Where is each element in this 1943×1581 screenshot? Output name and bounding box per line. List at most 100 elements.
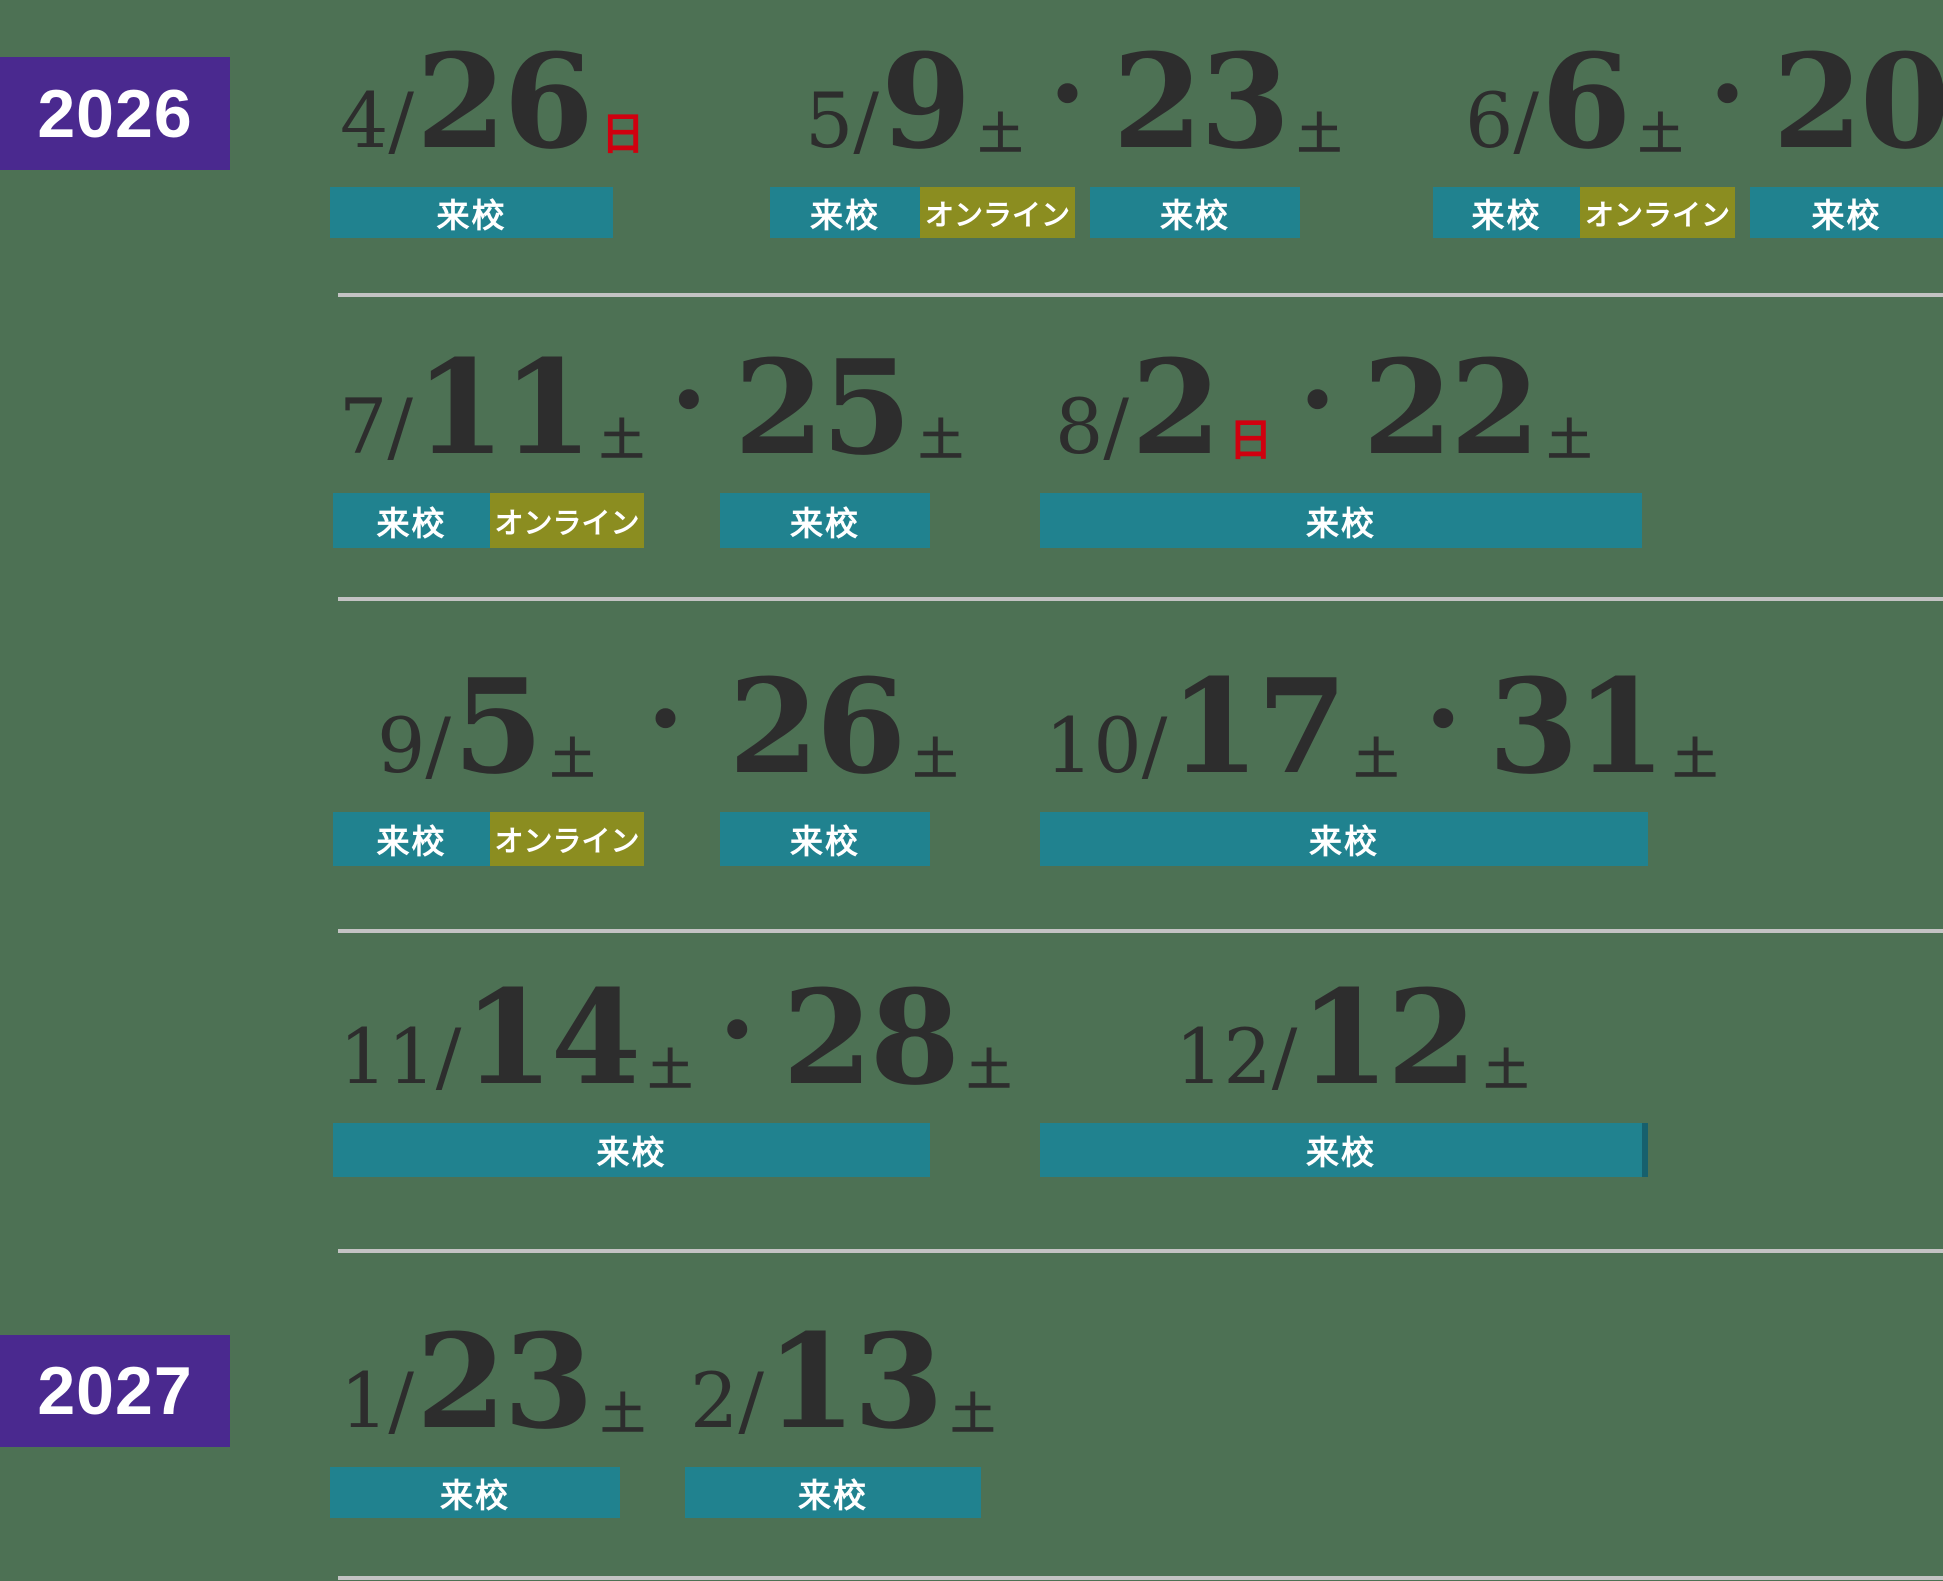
saturday-marker: 土 [978, 110, 1023, 159]
visit-badge: 来校 [1750, 187, 1943, 238]
event-group-february: 2/ 13 土 来校 [685, 1317, 995, 1518]
row-divider [338, 597, 1943, 601]
year-badge-2027: 2027 [0, 1335, 230, 1447]
saturday-marker: 土 [1297, 110, 1342, 159]
format-badges: 来校 [1040, 812, 1717, 866]
saturday-marker: 土 [600, 1390, 645, 1439]
saturday-marker: 土 [918, 416, 963, 465]
format-badges: 来校 オンライン 来校 [770, 187, 1341, 238]
day-number: 22 [1362, 331, 1540, 484]
month-label: 1/ [340, 1356, 414, 1445]
day-number: 31 [1488, 650, 1666, 803]
date-label: 2/ 13 土 [685, 1317, 995, 1467]
sunday-marker: 日 [1228, 416, 1273, 465]
visit-badge: 来校 [720, 812, 930, 866]
online-badge: オンライン [490, 493, 644, 548]
day-number: 9 [880, 25, 971, 178]
visit-badge: 来校 [720, 493, 930, 548]
month-label: 10/ [1045, 701, 1168, 790]
sunday-marker: 日 [600, 110, 645, 159]
row-divider [338, 1249, 1943, 1253]
month-label: 5/ [805, 76, 879, 165]
event-group-november: 11/ 14 土 ・ 28 土 来校 [333, 973, 1012, 1177]
format-badges: 来校 オンライン 来校 [333, 812, 957, 866]
format-badges: 来校 [685, 1467, 995, 1518]
online-badge: オンライン [920, 187, 1075, 238]
row-divider [338, 1576, 1943, 1580]
event-group-april: 4/ 26 日 来校 [330, 25, 645, 238]
visit-badge: 来校 [1090, 187, 1300, 238]
month-label: 4/ [340, 76, 414, 165]
date-label: 9/ 5 土 ・ 26 土 [333, 662, 958, 812]
date-label: 7/ 11 土 ・ 25 土 [333, 343, 963, 493]
online-badge: オンライン [490, 812, 644, 866]
date-label: 12/ 12 土 [1040, 973, 1648, 1123]
visit-badge: 来校 [1040, 812, 1648, 866]
month-label: 2/ [690, 1356, 764, 1445]
visit-badge: 来校 [333, 493, 490, 548]
month-label: 7/ [339, 382, 413, 471]
day-number: 17 [1169, 650, 1347, 803]
month-label: 8/ [1055, 382, 1129, 471]
visit-badge: 来校 [330, 187, 613, 238]
format-badges: 来校 オンライン 来校 [1433, 187, 1943, 238]
date-label: 5/ 9 土 ・ 23 土 [770, 25, 1342, 187]
day-separator: ・ [647, 354, 730, 450]
event-group-september: 9/ 5 土 ・ 26 土 来校 オンライン 来校 [333, 662, 958, 866]
date-label: 1/ 23 土 [330, 1317, 645, 1467]
year-badge-2026: 2026 [0, 57, 230, 170]
day-separator: ・ [1026, 48, 1109, 144]
day-number: 28 [782, 961, 960, 1114]
date-label: 8/ 2 日 ・ 22 土 [1040, 343, 1642, 493]
event-group-july: 7/ 11 土 ・ 25 土 来校 オンライン 来校 [333, 343, 963, 548]
day-separator: ・ [1276, 354, 1359, 450]
visit-badge: 来校 [1433, 187, 1580, 238]
visit-badge: 来校 [333, 1123, 930, 1177]
visit-badge: 来校 [1040, 1123, 1648, 1177]
event-group-august: 8/ 2 日 ・ 22 土 来校 [1040, 343, 1642, 548]
saturday-marker: 土 [648, 1046, 693, 1095]
saturday-marker: 土 [950, 1390, 995, 1439]
date-label: 10/ 17 土 ・ 31 土 [1040, 662, 1718, 812]
saturday-marker: 土 [550, 735, 595, 784]
saturday-marker: 土 [1484, 1046, 1529, 1095]
day-number: 11 [414, 331, 593, 484]
month-label: 9/ [377, 701, 451, 790]
format-badges: 来校 [1040, 1123, 1648, 1177]
day-number: 25 [733, 331, 912, 484]
saturday-marker: 土 [967, 1046, 1012, 1095]
day-number: 23 [1112, 25, 1290, 178]
format-badges: 来校 オンライン 来校 [333, 493, 963, 548]
day-separator: ・ [1402, 673, 1485, 769]
saturday-marker: 土 [599, 416, 644, 465]
event-group-october: 10/ 17 土 ・ 31 土 来校 [1040, 662, 1718, 866]
event-group-may: 5/ 9 土 ・ 23 土 来校 オンライン 来校 [770, 25, 1342, 238]
day-separator: ・ [624, 673, 707, 769]
online-badge: オンライン [1580, 187, 1735, 238]
date-label: 6/ 6 土 ・ 20 土 [1433, 25, 1943, 187]
day-number: 14 [463, 961, 641, 1114]
visit-badge: 来校 [1040, 493, 1642, 548]
day-number: 2 [1130, 331, 1221, 484]
visit-badge: 来校 [333, 812, 490, 866]
format-badges: 来校 [333, 1123, 1011, 1177]
event-group-december: 12/ 12 土 来校 [1040, 973, 1648, 1177]
month-label: 11/ [339, 1012, 462, 1101]
day-separator: ・ [696, 984, 779, 1080]
event-group-january: 1/ 23 土 来校 [330, 1317, 645, 1518]
row-divider [338, 929, 1943, 933]
saturday-marker: 土 [1354, 735, 1399, 784]
day-number: 26 [415, 25, 594, 178]
day-number: 26 [728, 650, 906, 803]
saturday-marker: 土 [1673, 735, 1718, 784]
visit-badge: 来校 [330, 1467, 620, 1518]
saturday-marker: 土 [1547, 416, 1592, 465]
date-label: 11/ 14 土 ・ 28 土 [333, 973, 1012, 1123]
day-number: 6 [1540, 25, 1631, 178]
format-badges: 来校 [330, 1467, 645, 1518]
day-number: 12 [1299, 961, 1477, 1114]
day-number: 23 [415, 1305, 594, 1458]
saturday-marker: 土 [913, 735, 958, 784]
day-number: 20 [1772, 25, 1943, 178]
